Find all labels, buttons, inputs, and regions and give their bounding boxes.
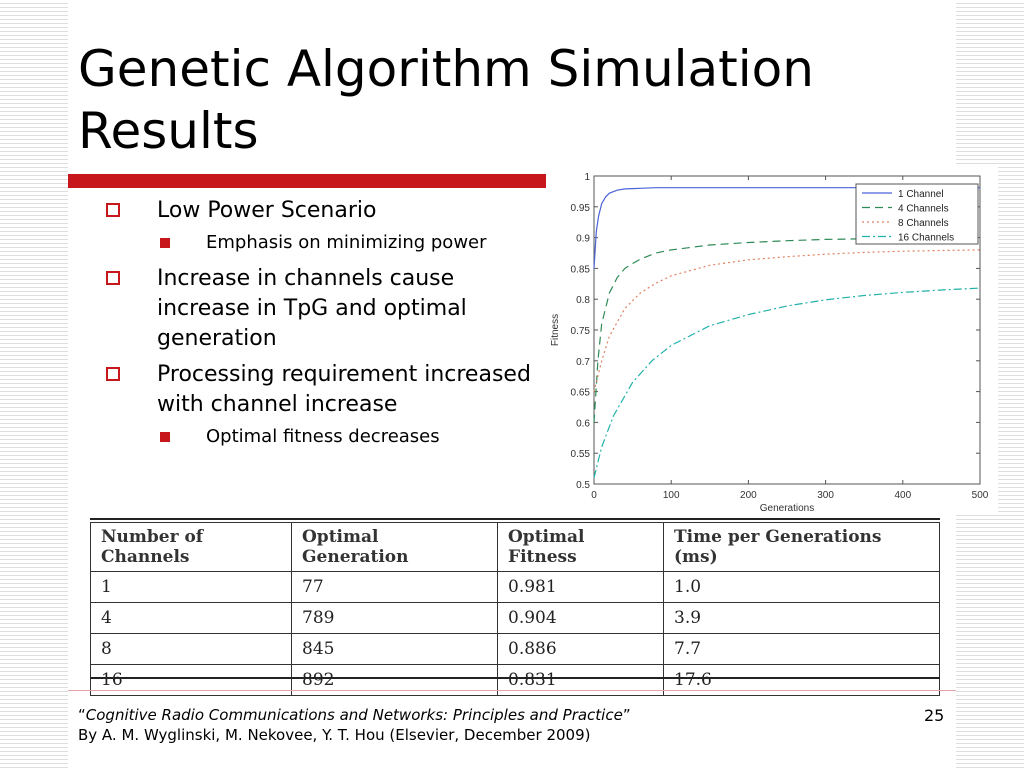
x-tick-label: 500 bbox=[972, 490, 989, 501]
y-tick-label: 0.5 bbox=[576, 480, 590, 491]
bullet-item: Low Power Scenario bbox=[100, 196, 540, 226]
series-line-16-channels bbox=[593, 287, 981, 478]
y-tick-label: 0.9 bbox=[576, 234, 590, 245]
series-line-1-channel bbox=[593, 187, 980, 269]
hollow-square-bullet-icon bbox=[106, 367, 120, 381]
x-axis-label: Generations bbox=[760, 503, 814, 514]
bullet-item: Increase in channels cause increase in T… bbox=[100, 264, 540, 354]
footer-divider bbox=[68, 690, 956, 691]
table-cell: 1.0 bbox=[663, 571, 940, 603]
y-tick-label: 1 bbox=[584, 172, 590, 183]
title-accent-bar bbox=[68, 174, 548, 188]
y-tick-label: 0.8 bbox=[576, 295, 590, 306]
bullet-text: Low Power Scenario bbox=[157, 198, 377, 223]
x-tick-label: 200 bbox=[740, 490, 757, 501]
results-table-container: Number of Channels Optimal Generation Op… bbox=[88, 516, 944, 696]
fitness-chart-svg: 0.5 0.55 0.6 0.65 0.7 0.75 0.8 0.85 0.9 0.95 1 0 100… bbox=[550, 172, 989, 514]
slide-title: Genetic Algorithm Simulation Results bbox=[78, 40, 814, 160]
column-header: Time per Generations (ms) bbox=[663, 522, 940, 572]
table-cell: 1 bbox=[90, 571, 292, 603]
column-header: Optimal Generation bbox=[291, 522, 498, 572]
column-header: Optimal Fitness bbox=[497, 522, 664, 572]
table-row: 8 845 0.886 7.7 bbox=[90, 633, 940, 665]
table-header-row: Number of Channels Optimal Generation Op… bbox=[90, 522, 940, 572]
sub-bullet-item: Emphasis on minimizing power bbox=[100, 230, 540, 256]
citation-open-quote: “ bbox=[78, 706, 86, 724]
hollow-square-bullet-icon bbox=[106, 203, 120, 217]
citation-title: Cognitive Radio Communications and Netwo… bbox=[85, 706, 623, 724]
table-cell: 0.886 bbox=[497, 633, 664, 665]
citation-title-line: “Cognitive Radio Communications and Netw… bbox=[78, 706, 631, 724]
x-tick-label: 100 bbox=[663, 490, 680, 501]
y-tick-label: 0.7 bbox=[576, 357, 590, 368]
table-top-rule bbox=[90, 518, 940, 520]
table-cell: 8 bbox=[90, 633, 292, 665]
citation-close-quote: ” bbox=[622, 706, 631, 724]
y-tick-label: 0.75 bbox=[571, 326, 591, 337]
sub-bullet-text: Emphasis on minimizing power bbox=[206, 232, 487, 253]
fitness-chart: 0.5 0.55 0.6 0.65 0.7 0.75 0.8 0.85 0.9 0.95 1 0 100… bbox=[546, 166, 998, 514]
table-bottom-rule bbox=[90, 677, 940, 679]
series-line-8-channels bbox=[593, 249, 981, 392]
table-cell: 0.981 bbox=[497, 571, 664, 603]
y-tick-label: 0.85 bbox=[571, 264, 591, 275]
table-cell: 845 bbox=[291, 633, 498, 665]
x-tick-label: 400 bbox=[894, 490, 911, 501]
series-line-4-channels bbox=[593, 237, 981, 423]
filled-square-bullet-icon bbox=[160, 238, 170, 248]
sub-bullet-text: Optimal fitness decreases bbox=[206, 426, 440, 447]
results-table: Number of Channels Optimal Generation Op… bbox=[90, 522, 940, 696]
table-cell: 7.7 bbox=[663, 633, 940, 665]
page-number: 25 bbox=[924, 706, 945, 725]
bullet-list: Low Power Scenario Emphasis on minimizin… bbox=[100, 196, 540, 458]
table-row: 1 77 0.981 1.0 bbox=[90, 571, 940, 603]
table-cell: 77 bbox=[291, 571, 498, 603]
table-cell: 3.9 bbox=[663, 602, 940, 634]
y-tick-label: 0.6 bbox=[576, 418, 590, 429]
legend-entry: 8 Channels bbox=[898, 218, 949, 229]
y-axis-label: Fitness bbox=[550, 314, 561, 346]
legend-entry: 1 Channel bbox=[898, 189, 944, 200]
y-tick-label: 0.55 bbox=[571, 449, 591, 460]
bullet-item: Processing requirement increased with ch… bbox=[100, 360, 540, 420]
filled-square-bullet-icon bbox=[160, 432, 170, 442]
hollow-square-bullet-icon bbox=[106, 271, 120, 285]
y-tick-label: 0.95 bbox=[571, 203, 591, 214]
bullet-text: Processing requirement increased with ch… bbox=[157, 362, 531, 417]
table-cell: 789 bbox=[291, 602, 498, 634]
table-cell: 4 bbox=[90, 602, 292, 634]
legend-box bbox=[855, 183, 979, 245]
table-cell: 0.904 bbox=[497, 602, 664, 634]
sub-bullet-item: Optimal fitness decreases bbox=[100, 424, 540, 450]
column-header: Number of Channels bbox=[90, 522, 292, 572]
x-tick-label: 300 bbox=[817, 490, 834, 501]
y-tick-label: 0.65 bbox=[571, 388, 591, 399]
bullet-text: Increase in channels cause increase in T… bbox=[157, 266, 467, 351]
table-row: 4 789 0.904 3.9 bbox=[90, 602, 940, 634]
legend-entry: 4 Channels bbox=[898, 204, 949, 215]
citation-byline: By A. M. Wyglinski, M. Nekovee, Y. T. Ho… bbox=[78, 726, 591, 744]
x-tick-label: 0 bbox=[591, 490, 597, 501]
legend-entry: 16 Channels bbox=[898, 233, 954, 244]
